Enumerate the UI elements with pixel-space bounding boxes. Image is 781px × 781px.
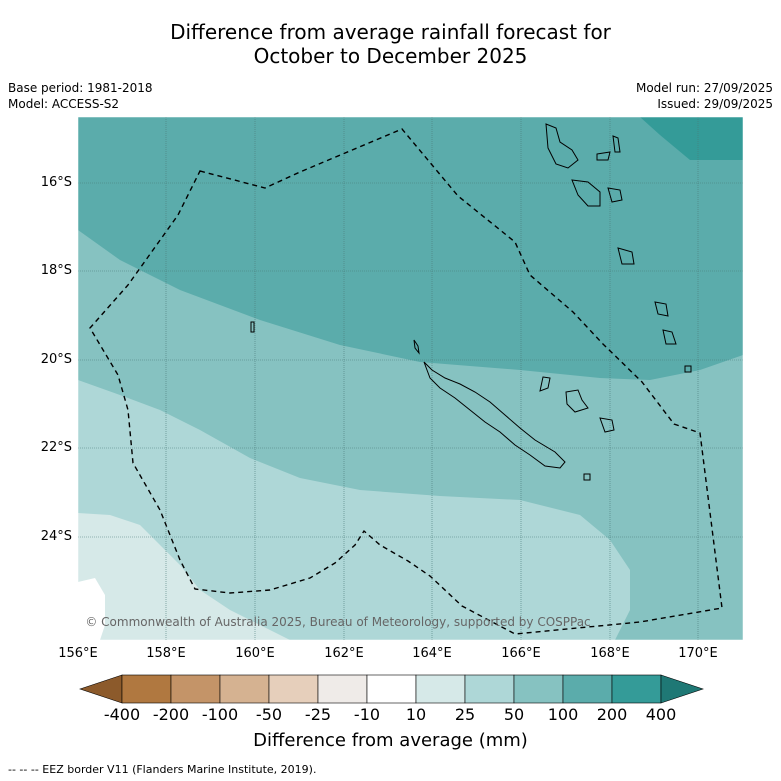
walpole-island [583,473,591,481]
malekula-island [571,179,601,207]
lon-label-156e: 156°E [58,646,98,661]
chesterfield-islands [413,339,420,355]
base-period: Base period: 1981-2018 [8,81,153,95]
map-title: Difference from average rainfall forecas… [0,20,781,68]
colorbar-title: Difference from average (mm) [253,730,528,751]
lat-label-20s: 20°S [40,352,72,367]
ouvea-island [539,376,551,392]
matthew-island [684,365,692,373]
title-line-1: Difference from average rainfall forecas… [170,20,611,44]
band-10-25 [78,513,290,640]
colorbar-segment [268,674,319,704]
bellona-reef [250,321,255,333]
title-line-2: October to December 2025 [253,44,528,68]
colorbar-segment [513,674,564,704]
colorbar-label: 50 [503,705,525,724]
espiritu-santo [545,123,579,169]
colorbar-label: 200 [596,705,628,724]
colorbar-label: 10 [405,705,427,724]
eez-border [89,128,723,635]
lat-label-24s: 24°S [40,529,72,544]
lon-label-164e: 164°E [412,646,452,661]
lon-label-162e: 162°E [324,646,364,661]
lon-label-160e: 160°E [235,646,275,661]
colorbar-label: -10 [353,705,381,724]
eez-legend-note: -- -- -- EEZ border V11 (Flanders Marine… [8,763,317,776]
lon-label-166e: 166°E [501,646,541,661]
colorbar-label: 400 [645,705,677,724]
tanna-island [662,329,677,345]
band-200-400 [210,117,743,160]
lon-label-170e: 170°E [678,646,718,661]
colorbar [79,674,704,704]
colorbar-segment [562,674,613,704]
lat-label-22s: 22°S [40,440,72,455]
colorbar-segment [219,674,270,704]
land-outlines [250,123,692,481]
graticule [78,117,743,640]
band-neutral [78,578,105,640]
colorbar-segment [366,674,417,704]
meta-left: Base period: 1981-2018 Model: ACCESS-S2 [8,80,153,112]
colorbar-extend-low [79,674,123,704]
lon-label-158e: 158°E [146,646,186,661]
colorbar-label: -400 [103,705,141,724]
colorbar-label: -100 [201,705,239,724]
maewo-island [596,151,611,161]
map-frame [77,116,744,641]
new-caledonia [423,361,566,469]
ambrym-island [607,187,623,203]
colorbar-segment [317,674,368,704]
lat-label-16s: 16°S [40,175,72,190]
colorbar-label: -25 [304,705,332,724]
colorbar-segment [415,674,466,704]
map-area [78,117,743,640]
model-name: Model: ACCESS-S2 [8,97,120,111]
colorbar-label: 25 [454,705,476,724]
colorbar-segment [464,674,515,704]
efate-island [617,247,635,265]
issued-date: Issued: 29/09/2025 [657,97,773,111]
lon-label-168e: 168°E [590,646,630,661]
colorbar-segment [611,674,662,704]
colorbar-label: 100 [547,705,579,724]
colorbar-segment [170,674,221,704]
copyright-text: © Commonwealth of Australia 2025, Bureau… [85,615,590,629]
colorbar-label: -50 [255,705,283,724]
lifou-island [565,389,589,413]
erromango-island [654,301,669,317]
model-run: Model run: 27/09/2025 [635,81,773,95]
colorbar-label: -200 [152,705,190,724]
band-25-50 [78,380,630,640]
meta-right: Model run: 27/09/2025 Issued: 29/09/2025 [636,80,773,112]
mare-island [599,417,615,433]
colorbar-extend-high [660,674,704,704]
colorbar-segment [121,674,172,704]
pentecost-island [612,135,621,153]
lat-label-18s: 18°S [40,263,72,278]
